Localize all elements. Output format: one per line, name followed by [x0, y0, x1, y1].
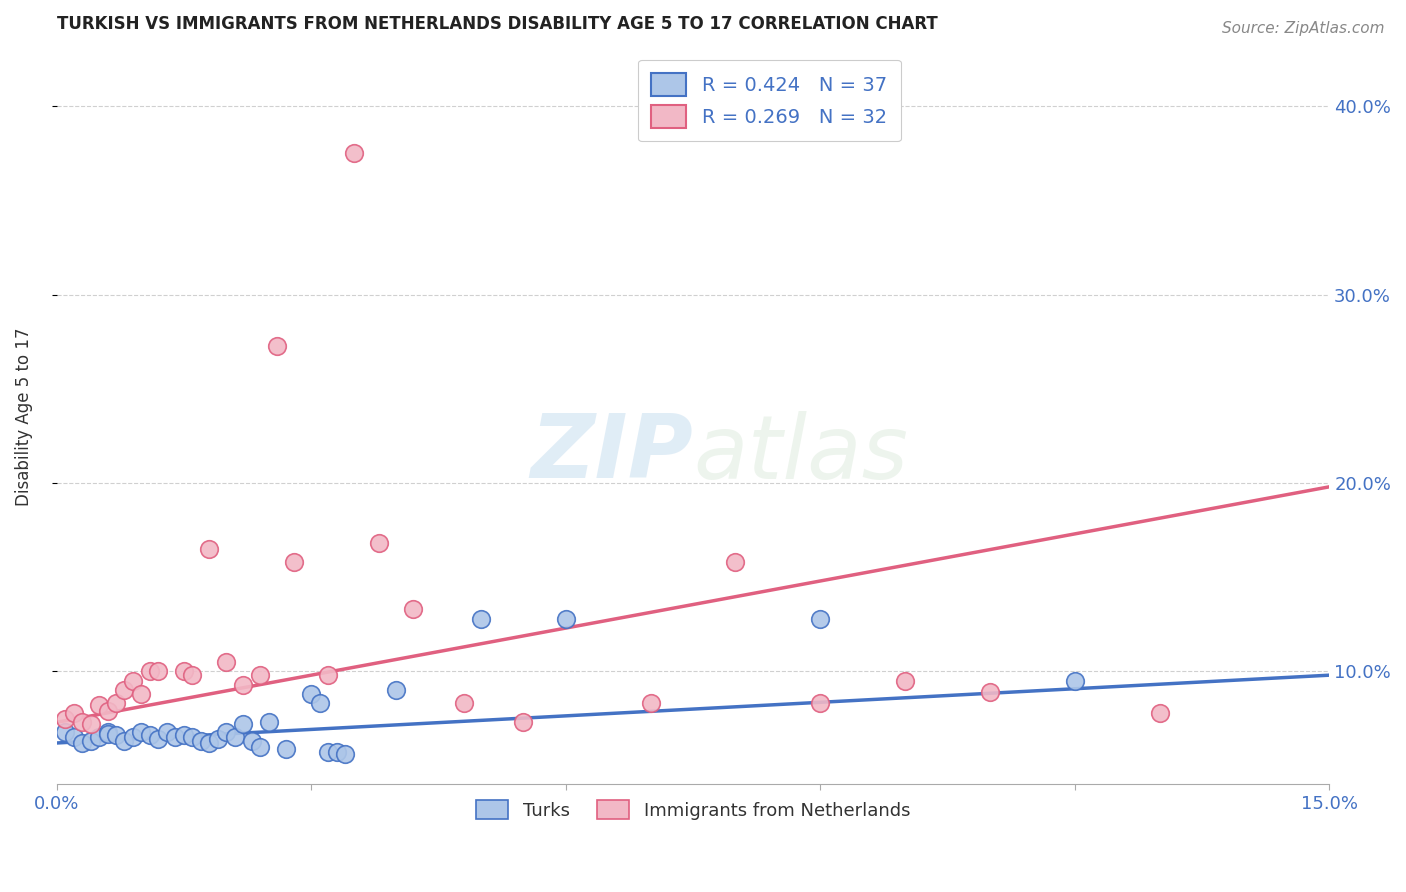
Point: [131, 724, 153, 739]
Point: [333, 747, 356, 762]
Legend: Turks, Immigrants from Netherlands: Turks, Immigrants from Netherlands: [468, 793, 917, 827]
Point: [131, 687, 153, 701]
Point: [62, 731, 84, 745]
Point: [308, 697, 330, 711]
Y-axis label: Disability Age 5 to 17: Disability Age 5 to 17: [15, 328, 32, 507]
Point: [325, 746, 347, 760]
Point: [299, 687, 322, 701]
Point: [79, 717, 101, 731]
Point: [808, 697, 831, 711]
Point: [70, 736, 93, 750]
Point: [207, 732, 229, 747]
Point: [283, 555, 305, 569]
Point: [640, 697, 662, 711]
Point: [122, 731, 145, 745]
Point: [148, 665, 170, 679]
Point: [53, 711, 76, 725]
Point: [173, 665, 195, 679]
Point: [148, 732, 170, 747]
Text: Source: ZipAtlas.com: Source: ZipAtlas.com: [1222, 21, 1385, 36]
Point: [385, 683, 408, 698]
Point: [1149, 706, 1171, 720]
Point: [894, 673, 917, 688]
Point: [979, 685, 1001, 699]
Point: [266, 338, 288, 352]
Point: [96, 724, 118, 739]
Point: [173, 729, 195, 743]
Point: [53, 724, 76, 739]
Point: [232, 677, 254, 691]
Point: [1063, 673, 1085, 688]
Point: [453, 697, 475, 711]
Point: [105, 697, 128, 711]
Point: [87, 731, 110, 745]
Text: ZIP: ZIP: [530, 410, 693, 498]
Point: [274, 741, 297, 756]
Point: [139, 665, 162, 679]
Point: [232, 717, 254, 731]
Point: [114, 683, 136, 698]
Point: [181, 668, 204, 682]
Point: [79, 734, 101, 748]
Point: [342, 146, 364, 161]
Point: [105, 729, 128, 743]
Point: [724, 555, 747, 569]
Point: [257, 715, 280, 730]
Point: [156, 724, 179, 739]
Text: TURKISH VS IMMIGRANTS FROM NETHERLANDS DISABILITY AGE 5 TO 17 CORRELATION CHART: TURKISH VS IMMIGRANTS FROM NETHERLANDS D…: [56, 15, 938, 33]
Point: [368, 536, 391, 550]
Point: [316, 668, 339, 682]
Point: [215, 724, 238, 739]
Point: [70, 715, 93, 730]
Point: [181, 731, 204, 745]
Point: [512, 715, 534, 730]
Point: [808, 612, 831, 626]
Point: [190, 734, 212, 748]
Point: [316, 746, 339, 760]
Point: [215, 655, 238, 669]
Point: [224, 731, 246, 745]
Point: [470, 612, 492, 626]
Point: [62, 706, 84, 720]
Point: [114, 734, 136, 748]
Point: [96, 704, 118, 718]
Point: [165, 731, 187, 745]
Point: [240, 734, 263, 748]
Point: [402, 602, 425, 616]
Point: [249, 668, 271, 682]
Point: [139, 729, 162, 743]
Point: [96, 726, 118, 740]
Point: [198, 736, 221, 750]
Point: [87, 698, 110, 713]
Point: [198, 541, 221, 556]
Point: [554, 612, 576, 626]
Point: [249, 739, 271, 754]
Text: atlas: atlas: [693, 411, 908, 497]
Point: [122, 673, 145, 688]
